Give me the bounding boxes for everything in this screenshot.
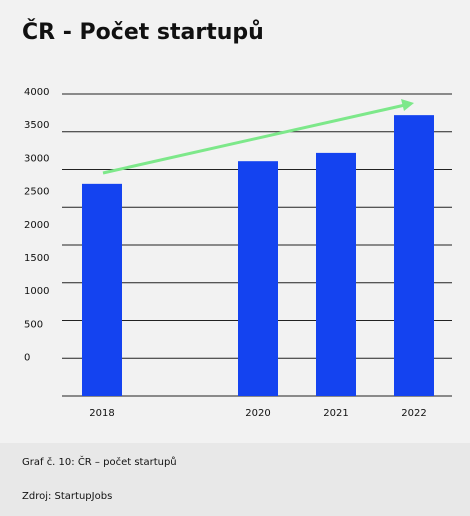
caption: Graf č. 10: ČR – počet startupů: [22, 455, 177, 468]
bar: [82, 183, 122, 396]
x-tick-label: 2018: [89, 408, 114, 419]
bar: [394, 115, 434, 396]
y-tick-label: 0: [24, 353, 30, 364]
bar: [316, 152, 356, 396]
y-tick-label: 500: [24, 319, 43, 330]
trend-arrow: [102, 99, 414, 175]
y-tick-label: 3000: [24, 153, 49, 164]
y-tick-label: 3500: [24, 120, 49, 131]
y-tick-label: 1500: [24, 253, 49, 264]
x-tick-label: 2021: [323, 408, 348, 419]
y-tick-label: 1000: [24, 286, 49, 297]
y-tick-label: 2500: [24, 187, 49, 198]
chart-title: ČR - Počet startupů: [22, 19, 264, 45]
x-tick-label: 2022: [401, 408, 426, 419]
source: Zdroj: StartupJobs: [22, 491, 112, 502]
y-tick-label: 4000: [24, 87, 49, 98]
y-tick-label: 2000: [24, 220, 49, 231]
x-tick-label: 2020: [245, 408, 270, 419]
chart-background: [0, 0, 470, 443]
bar: [238, 161, 278, 396]
trend-arrowhead: [401, 99, 414, 111]
trend-line: [102, 103, 406, 175]
plot-area: 4000 3500 3000 2500 2000 1500 1000 500 0 2018 2020…: [24, 87, 452, 419]
caption-background: [0, 443, 470, 516]
